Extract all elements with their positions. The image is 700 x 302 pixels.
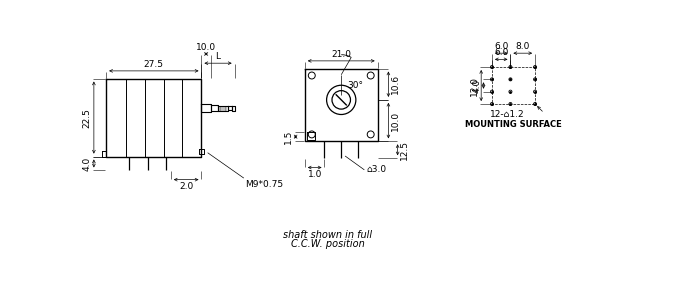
Text: shaft shown in full: shaft shown in full [284,230,372,240]
Text: 12.5: 12.5 [400,140,409,160]
Text: M9*0.75: M9*0.75 [246,180,284,189]
Text: 6.0: 6.0 [494,48,508,57]
Text: 30°: 30° [347,81,363,90]
Text: 12.0: 12.0 [470,76,479,95]
Text: 27.5: 27.5 [144,59,164,69]
Text: 6.0: 6.0 [494,42,508,51]
Text: 4.0: 4.0 [83,156,92,171]
Text: 1.5: 1.5 [284,130,293,144]
Text: 1.0: 1.0 [307,170,322,179]
Text: 21.0: 21.0 [331,50,351,59]
Text: 8.0: 8.0 [516,42,530,51]
Text: 10.0: 10.0 [196,43,216,52]
Text: 10.6: 10.6 [391,74,400,94]
Text: 22.5: 22.5 [83,108,92,127]
Text: 12-⌂1.2: 12-⌂1.2 [491,110,525,119]
Text: L: L [216,52,220,61]
Text: 2.0: 2.0 [179,182,193,191]
Text: MOUNTING SURFACE: MOUNTING SURFACE [465,120,562,129]
Text: 4.0: 4.0 [473,79,481,93]
Text: ⌂3.0: ⌂3.0 [366,165,386,174]
Text: 10.0: 10.0 [391,111,400,131]
Text: C.C.W. position: C.C.W. position [291,239,365,249]
